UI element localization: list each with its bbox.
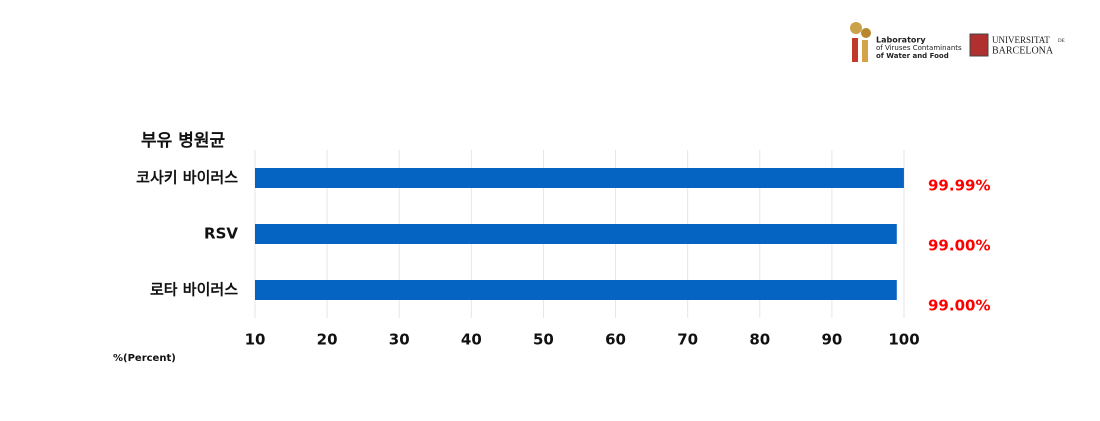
logo-icon	[852, 38, 858, 62]
bar	[255, 168, 904, 188]
value-label: 99.00%	[928, 237, 990, 255]
logo-icon	[861, 28, 871, 38]
university-logo: UNIVERSITAT DE BARCELONA	[969, 33, 1065, 57]
logo-icon	[850, 22, 862, 34]
lab-name: of Water and Food	[876, 52, 949, 60]
value-label: 99.00%	[928, 297, 990, 315]
x-tick-label: 70	[677, 331, 698, 349]
x-axis-label: %(Percent)	[113, 353, 176, 364]
x-tick-label: 100	[888, 331, 919, 349]
university-name: BARCELONA	[992, 45, 1054, 56]
y-tick-label: 로타 바이러스	[150, 281, 238, 299]
x-tick-label: 20	[317, 331, 338, 349]
lab-name: Laboratory	[876, 36, 926, 45]
logo-icon	[862, 40, 868, 62]
x-tick-label: 80	[749, 331, 770, 349]
x-tick-label: 60	[605, 331, 626, 349]
x-tick-label: 50	[533, 331, 554, 349]
university-name: DE	[1058, 39, 1065, 44]
y-tick-label: RSV	[204, 225, 238, 243]
logo-icon	[969, 33, 989, 57]
value-label: 99.99%	[928, 177, 990, 195]
bar	[255, 280, 897, 300]
y-tick-label: 코사키 바이러스	[136, 169, 238, 187]
x-tick-label: 10	[245, 331, 266, 349]
x-tick-label: 90	[821, 331, 842, 349]
x-tick-label: 40	[461, 331, 482, 349]
chart-title: 부유 병원균	[141, 131, 225, 151]
lab-name: of Viruses Contaminants	[876, 44, 962, 52]
lab-logo: Laboratory of Viruses Contaminants of Wa…	[850, 22, 962, 62]
x-tick-label: 30	[389, 331, 410, 349]
bar	[255, 224, 897, 244]
university-name: UNIVERSITAT	[992, 35, 1050, 45]
